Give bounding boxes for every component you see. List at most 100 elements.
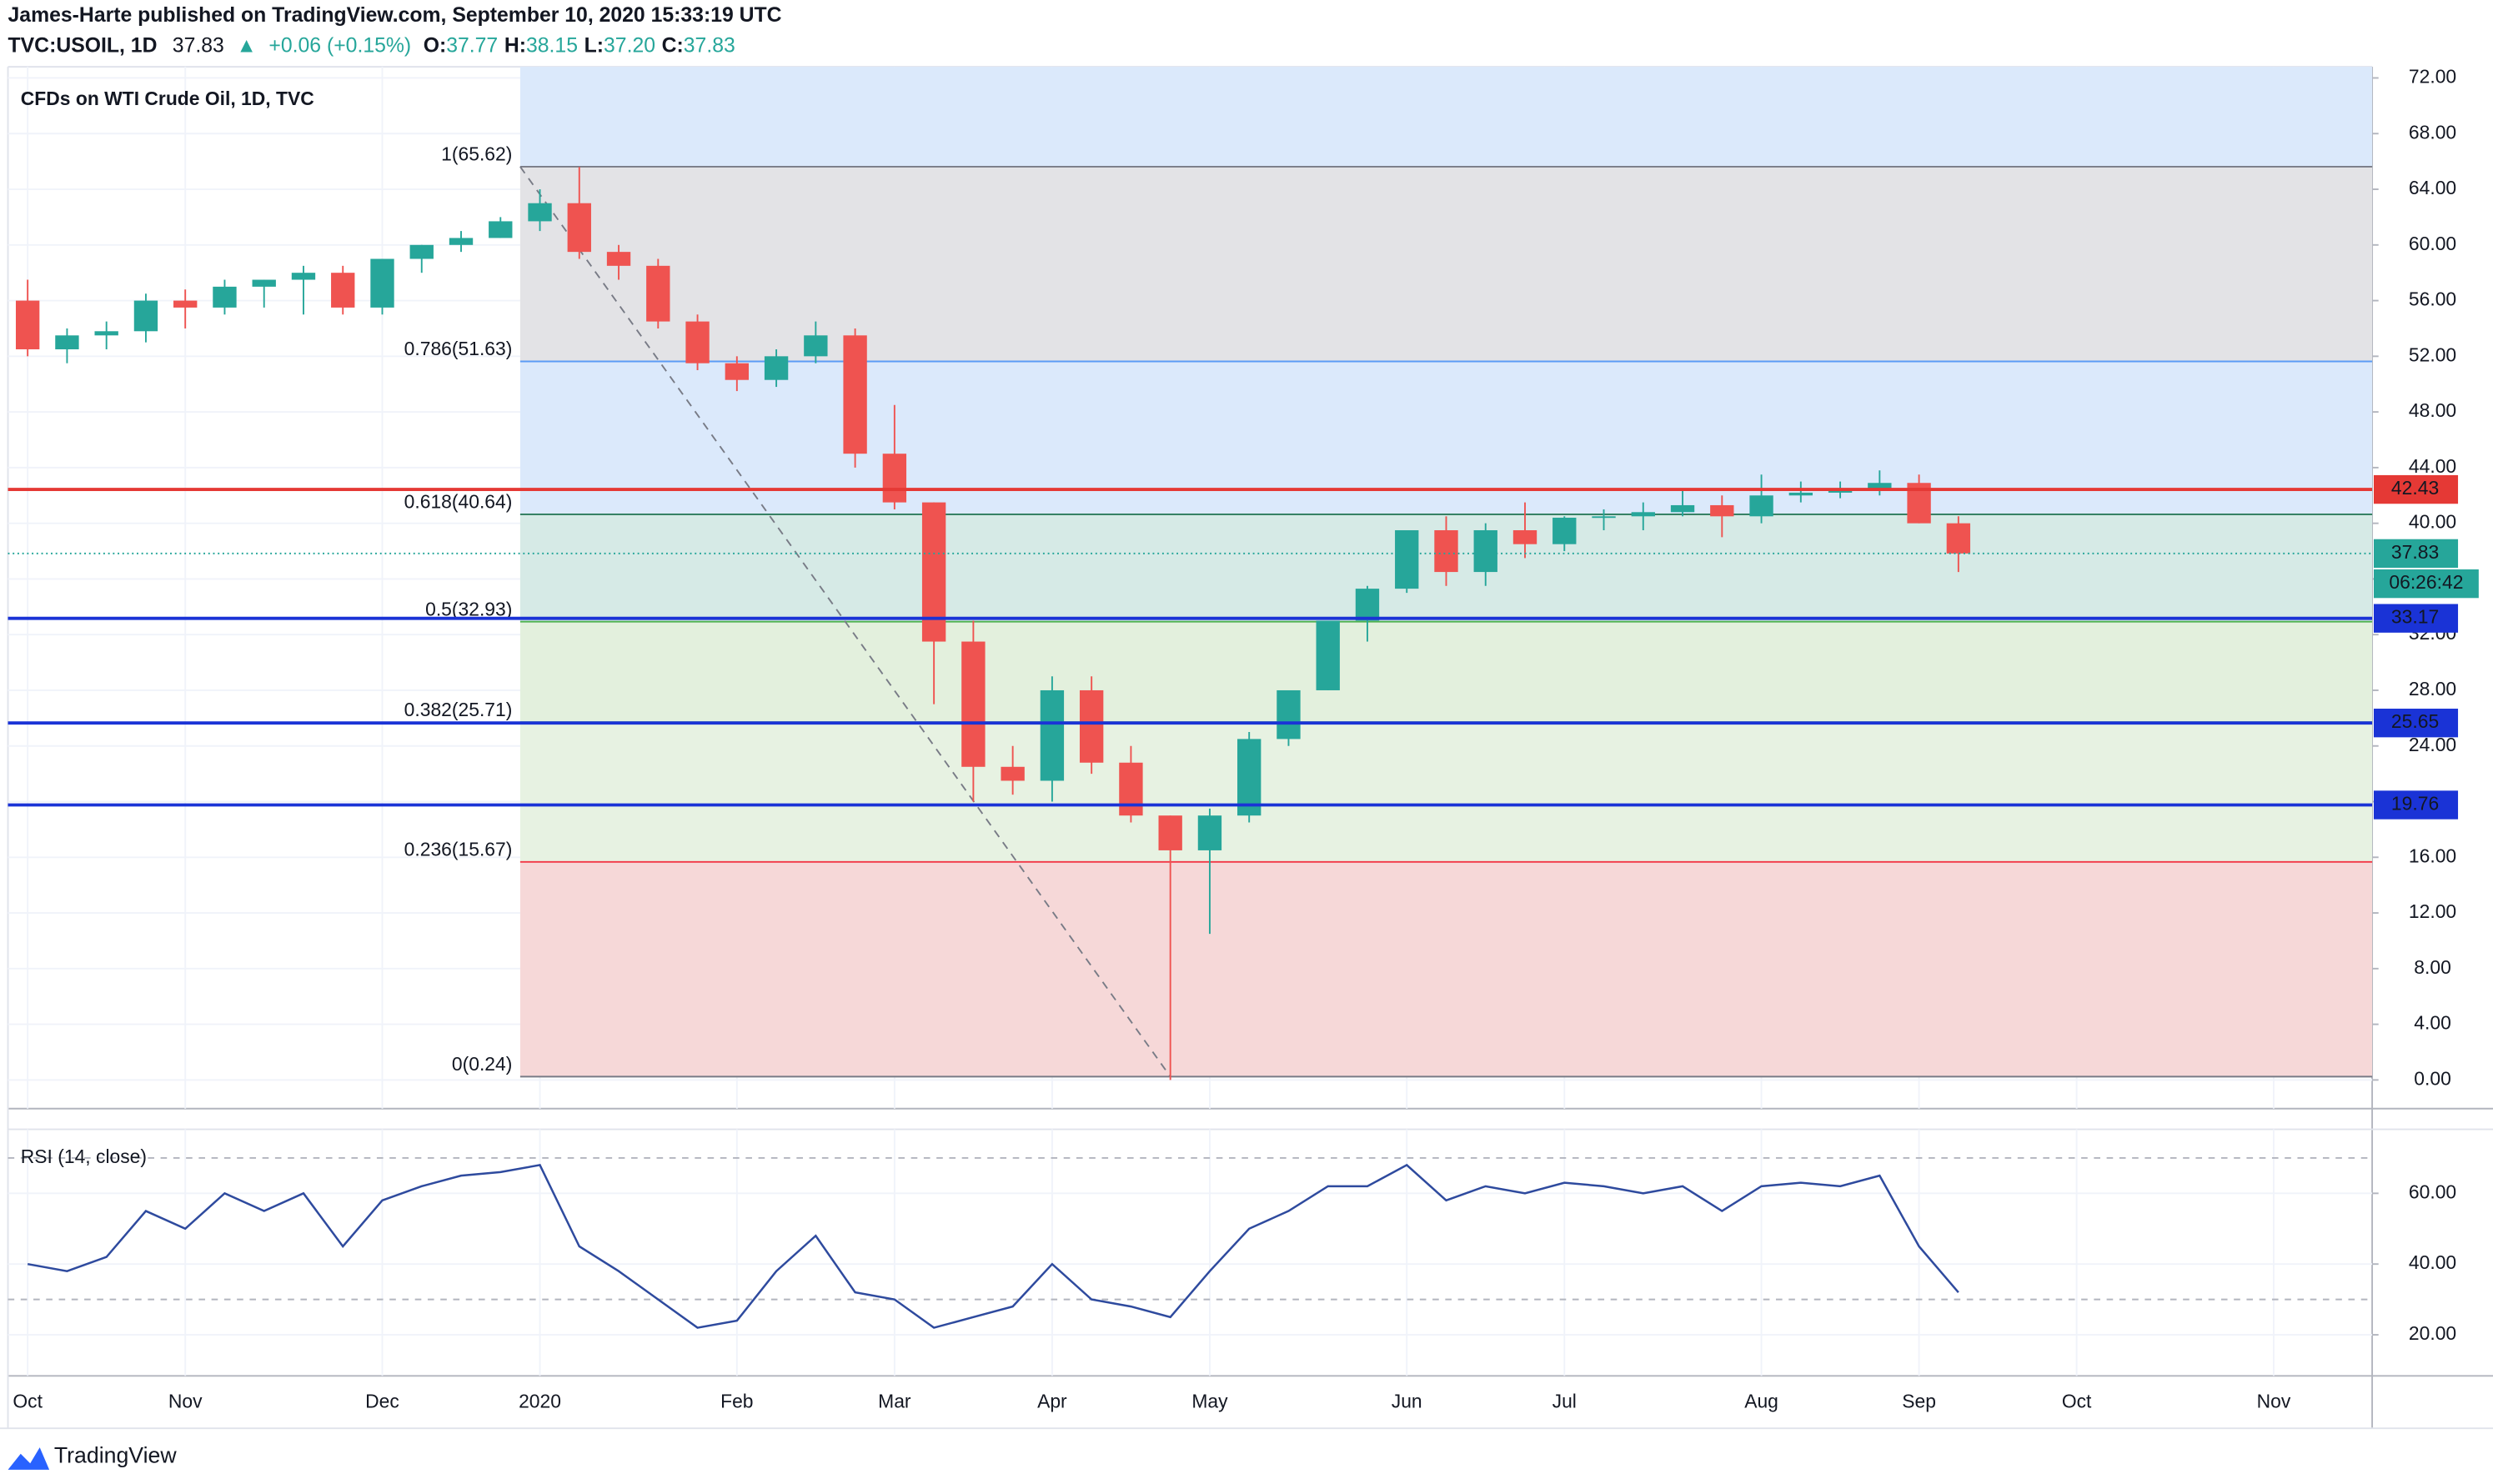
price-label: 25.65 xyxy=(2391,710,2439,732)
y-tick-label: 48.00 xyxy=(2409,399,2456,421)
candle-body xyxy=(1749,495,1773,517)
y-tick-label: 8.00 xyxy=(2414,956,2451,978)
y-tick-label: 56.00 xyxy=(2409,288,2456,310)
ohlc-key: L: xyxy=(584,34,604,57)
x-tick-label: Nov xyxy=(2257,1391,2291,1412)
candle-body xyxy=(1158,815,1182,850)
fib-label: 0.5(32.93) xyxy=(425,598,512,619)
y-tick-label: 28.00 xyxy=(2409,678,2456,699)
y-tick-label: 16.00 xyxy=(2409,845,2456,866)
y-tick-label: 52.00 xyxy=(2409,343,2456,365)
foreground-layer: Oct Nov Dec 2020 Feb Mar Apr May Jun Jul Aug Sep Oct… xyxy=(8,66,2479,1412)
candle-body xyxy=(1670,504,1695,513)
candle-body xyxy=(1001,766,1025,781)
candle-body xyxy=(804,335,828,357)
price-label: 42.43 xyxy=(2391,477,2439,499)
candle-body xyxy=(1434,529,1458,573)
rsi-title: RSI (14, close) xyxy=(21,1146,147,1167)
fib-label: 0.382(25.71) xyxy=(404,699,513,720)
y-tick-label: 0.00 xyxy=(2414,1067,2451,1089)
y-tick-label: 60.00 xyxy=(2409,1181,2456,1202)
publisher-text: James-Harte published on TradingView.com… xyxy=(8,4,782,27)
x-tick-label: Jun xyxy=(1392,1391,1422,1412)
y-tick-label: 60.00 xyxy=(2409,233,2456,254)
y-tick-label: 72.00 xyxy=(2409,66,2456,88)
fib-zone xyxy=(519,861,2373,1077)
candle-body xyxy=(1277,689,1301,739)
fib-label: 0.236(15.67) xyxy=(404,838,513,860)
candle-body xyxy=(1788,492,1813,496)
ohlc-value: 37.20 xyxy=(604,34,655,57)
candle-body xyxy=(291,273,316,280)
x-tick-label: Aug xyxy=(1744,1391,1778,1412)
candle-body xyxy=(646,265,670,322)
y-tick-label: 20.00 xyxy=(2409,1322,2456,1344)
candle-body xyxy=(843,335,867,454)
fib-label: 1(65.62) xyxy=(441,143,512,165)
y-tick-label: 40.00 xyxy=(2409,511,2456,533)
candle-body xyxy=(1079,689,1104,763)
y-tick-label: 64.00 xyxy=(2409,177,2456,198)
candle-body xyxy=(1512,529,1537,544)
x-tick-label: Dec xyxy=(365,1391,399,1412)
arrow: ▲ xyxy=(236,34,257,57)
candle-body xyxy=(370,258,394,308)
fib-trend-line xyxy=(519,166,1171,1077)
candle-body xyxy=(567,203,591,253)
ohlc-value: 38.15 xyxy=(526,34,578,57)
candle-body xyxy=(961,641,986,767)
countdown-box xyxy=(2373,569,2479,599)
change: +0.06 (+0.15%) xyxy=(268,34,411,57)
candle-body xyxy=(685,321,710,363)
fib-zone xyxy=(519,361,2373,514)
logo-icon xyxy=(8,1447,50,1470)
x-tick-label: Apr xyxy=(1037,1391,1067,1412)
ohlc-key: C: xyxy=(662,34,684,57)
candle-body xyxy=(1552,517,1577,544)
x-tick-label: Sep xyxy=(1902,1391,1936,1412)
candle-body xyxy=(1355,589,1380,621)
candle-body xyxy=(1631,512,1655,517)
y-tick-label: 40.00 xyxy=(2409,1251,2456,1273)
candle-body xyxy=(213,286,237,308)
candle-body xyxy=(1316,620,1340,690)
y-tick-label: 44.00 xyxy=(2409,455,2456,477)
rsi-line xyxy=(27,1163,1959,1329)
price-label-box xyxy=(2373,709,2459,738)
ohlc-value: 37.77 xyxy=(446,34,498,57)
fib-label: 0.786(51.63) xyxy=(404,338,513,359)
ohlc-value: 37.83 xyxy=(684,34,735,57)
candle-body xyxy=(55,335,79,349)
candle-body xyxy=(1592,516,1616,519)
x-tick-label: Jul xyxy=(1552,1391,1577,1412)
candle-body xyxy=(1197,815,1222,850)
candle-body xyxy=(1119,762,1143,816)
candle-body xyxy=(173,300,198,308)
candle-body xyxy=(725,363,750,380)
current-price-label: 37.83 xyxy=(2391,541,2439,563)
fib-label: 0(0.24) xyxy=(452,1053,512,1075)
x-tick-label: Feb xyxy=(720,1391,753,1412)
candle-body xyxy=(1946,523,1971,554)
candle-body xyxy=(449,238,474,245)
candle-body xyxy=(882,454,907,503)
candle-body xyxy=(252,279,276,287)
candle-body xyxy=(1395,529,1419,589)
background-layer xyxy=(8,67,2373,1376)
x-tick-label: Oct xyxy=(13,1391,43,1412)
ohlc-key: H: xyxy=(504,34,526,57)
fib-label: 0.618(40.64) xyxy=(404,491,513,513)
x-tick-label: Oct xyxy=(2062,1391,2092,1412)
price-label-box xyxy=(2373,604,2459,633)
fib-zone xyxy=(519,67,2373,167)
fib-zone xyxy=(519,722,2373,862)
candle-body xyxy=(331,273,355,308)
symbol-line: TVC:USOIL, 1D 37.83 ▲ +0.06 (+0.15%) O:3… xyxy=(8,34,735,57)
footer-text: TradingView xyxy=(54,1443,178,1468)
x-tick-label: May xyxy=(1191,1391,1228,1412)
candle-body xyxy=(1473,529,1497,573)
chart-title: CFDs on WTI Crude Oil, 1D, TVC xyxy=(21,88,314,109)
price-label: 19.76 xyxy=(2391,793,2439,815)
